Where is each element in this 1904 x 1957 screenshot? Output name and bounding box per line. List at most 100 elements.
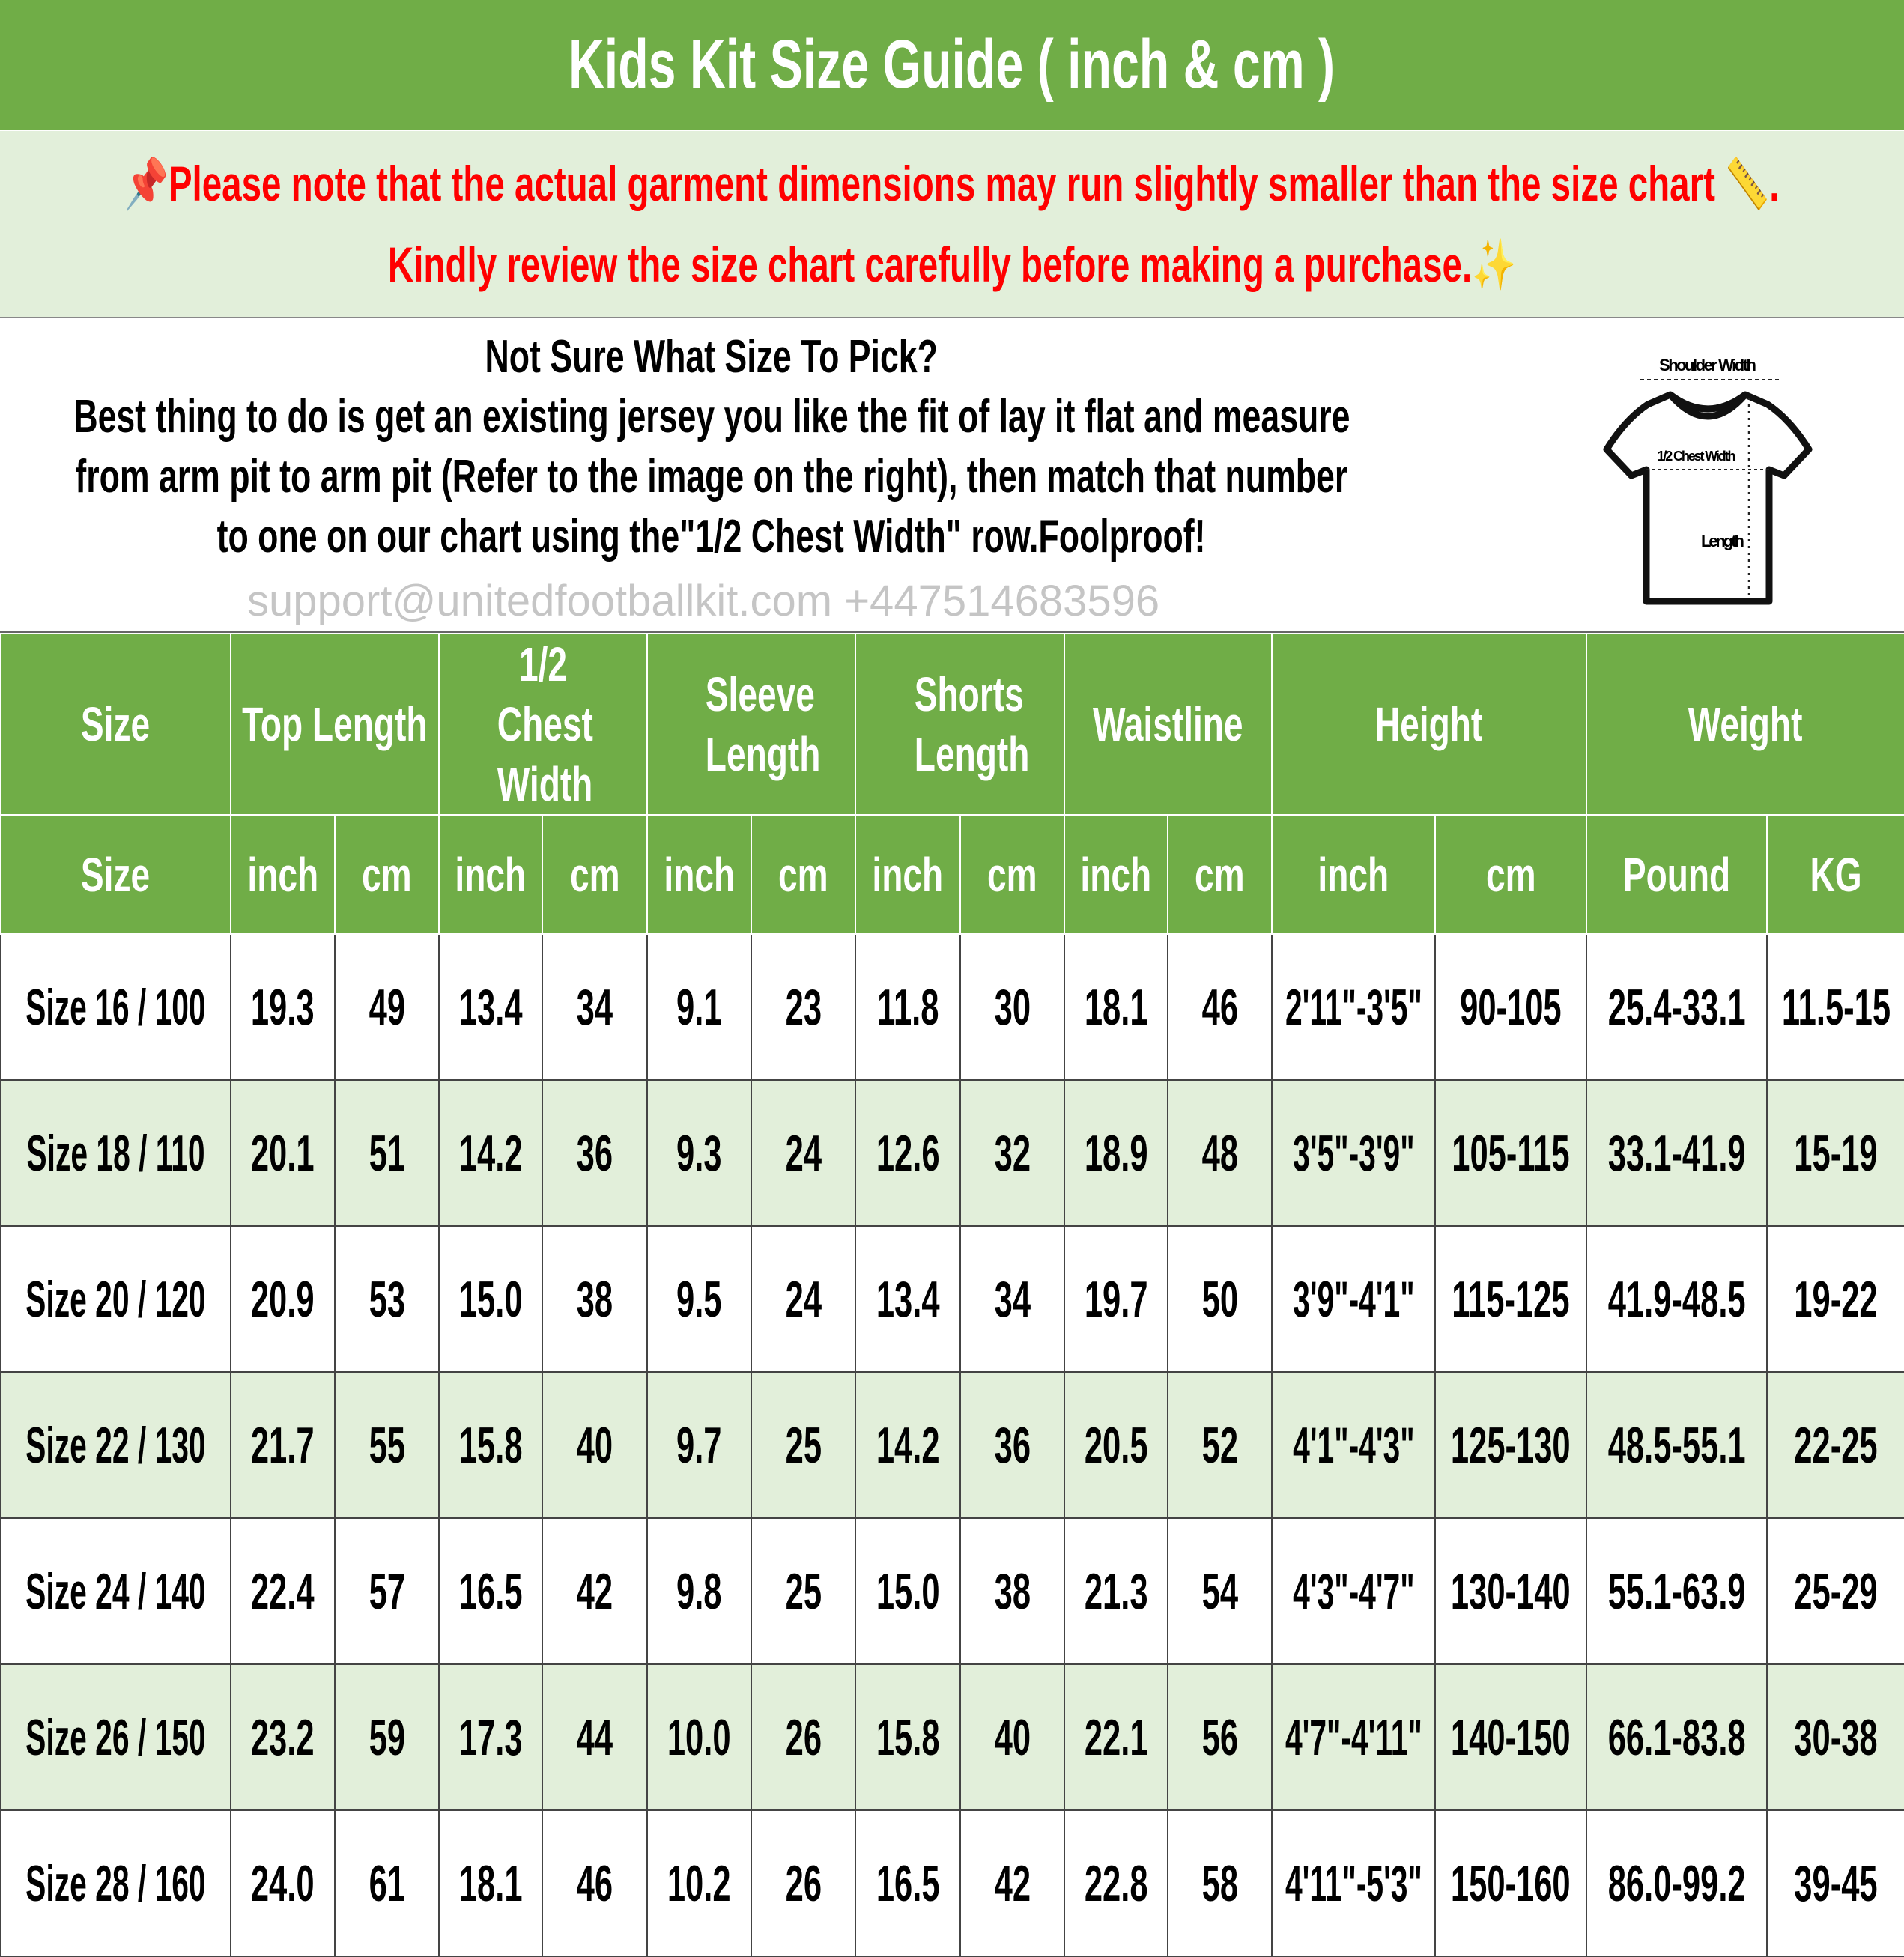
table-cell: 25 xyxy=(751,1517,856,1665)
table-cell: 66.1-83.8 xyxy=(1586,1663,1768,1811)
table-cell: 17.3 xyxy=(438,1663,543,1811)
table-cell: 23 xyxy=(751,933,856,1081)
tshirt-diagram-icon: Shoulder Width 1/2 Chest Width Length xyxy=(1603,356,1813,605)
table-cell: 20.5 xyxy=(1064,1371,1168,1519)
table-cell: 48 xyxy=(1167,1079,1273,1227)
table-cell: 57 xyxy=(334,1517,440,1665)
table-cell: 24 xyxy=(751,1079,856,1227)
table-cell: 26 xyxy=(751,1663,856,1811)
table-cell: 19-22 xyxy=(1766,1225,1904,1373)
table-cell: 56 xyxy=(1167,1663,1273,1811)
unit-header: inch xyxy=(855,814,961,935)
table-cell: 52 xyxy=(1167,1371,1273,1519)
unit-header: Size xyxy=(0,814,231,935)
table-cell: 16.5 xyxy=(438,1517,543,1665)
table-cell: 12.6 xyxy=(855,1079,961,1227)
table-cell: 25-29 xyxy=(1766,1517,1904,1665)
table-cell: Size 18 / 110 xyxy=(0,1079,231,1227)
table-cell: 30-38 xyxy=(1766,1663,1904,1811)
table-cell: 44 xyxy=(542,1663,648,1811)
table-cell: 15.0 xyxy=(855,1517,961,1665)
table-cell: 20.1 xyxy=(230,1079,336,1227)
table-cell: Size 24 / 140 xyxy=(0,1517,231,1665)
unit-header: cm xyxy=(751,814,856,935)
table-cell: 54 xyxy=(1167,1517,1273,1665)
table-cell: 13.4 xyxy=(438,933,543,1081)
table-cell: 3'5"-3'9" xyxy=(1271,1079,1436,1227)
table-cell: 9.1 xyxy=(646,933,752,1081)
chest-label: 1/2 Chest Width xyxy=(1658,449,1736,464)
table-cell: 46 xyxy=(542,1809,648,1957)
guide-text: Best thing to do is get an existing jers… xyxy=(73,391,1350,443)
notice-line: 📌Please note that the actual garment dim… xyxy=(124,156,1780,211)
table-cell: 21.7 xyxy=(230,1371,336,1519)
table-cell: 49 xyxy=(334,933,440,1081)
table-cell: 40 xyxy=(542,1371,648,1519)
table-cell: 20.9 xyxy=(230,1225,336,1373)
table-cell: 50 xyxy=(1167,1225,1273,1373)
table-cell: 34 xyxy=(959,1225,1065,1373)
table-cell: 25.4-33.1 xyxy=(1586,933,1768,1081)
table-row: Size 20 / 120 20.9 53 15.0 38 9.5 24 13.4 34 19.7… xyxy=(0,1225,1904,1373)
table-cell: 125-130 xyxy=(1434,1371,1587,1519)
table-cell: 19.3 xyxy=(230,933,336,1081)
table-row: Size 16 / 100 19.3 49 13.4 34 9.1 23 11.8 30 18.1… xyxy=(0,933,1904,1081)
table-cell: 46 xyxy=(1167,933,1273,1081)
table-cell: 15.8 xyxy=(855,1663,961,1811)
table-cell: 130-140 xyxy=(1434,1517,1587,1665)
table-cell: 36 xyxy=(542,1079,648,1227)
column-group-header: Waistline xyxy=(1064,633,1273,816)
table-cell: 14.2 xyxy=(855,1371,961,1519)
table-cell: 53 xyxy=(334,1225,440,1373)
unit-header: Pound xyxy=(1586,814,1768,935)
table-cell: 15-19 xyxy=(1766,1079,1904,1227)
table-cell: 39-45 xyxy=(1766,1809,1904,1957)
table-cell: Size 20 / 120 xyxy=(0,1225,231,1373)
table-cell: 51 xyxy=(334,1079,440,1227)
table-cell: 140-150 xyxy=(1434,1663,1587,1811)
table-cell: 13.4 xyxy=(855,1225,961,1373)
table-cell: 4'1"-4'3" xyxy=(1271,1371,1436,1519)
unit-header: cm xyxy=(334,814,440,935)
table-cell: Size 26 / 150 xyxy=(0,1663,231,1811)
table-row: Size 26 / 150 23.2 59 17.3 44 10.0 26 15.8 40 22.… xyxy=(0,1663,1904,1811)
table-cell: 22.8 xyxy=(1064,1809,1168,1957)
table-cell: 19.7 xyxy=(1064,1225,1168,1373)
unit-header: inch xyxy=(230,814,336,935)
table-cell: 90-105 xyxy=(1434,933,1587,1081)
unit-header: inch xyxy=(438,814,543,935)
table-cell: 22.4 xyxy=(230,1517,336,1665)
table-cell: 55 xyxy=(334,1371,440,1519)
table-cell: 11.5-15 xyxy=(1766,933,1904,1081)
table-cell: 3'9"-4'1" xyxy=(1271,1225,1436,1373)
column-group-header: 1/2 Chest Width xyxy=(438,633,648,816)
table-cell: 10.2 xyxy=(646,1809,752,1957)
measuring-guide: Not Sure What Size To Pick? Best thing t… xyxy=(0,318,1904,633)
unit-header: KG xyxy=(1766,814,1904,935)
header-group-row: Size Top Length 1/2 Chest Width Sleeve Leng… xyxy=(0,633,1904,816)
table-cell: 4'3"-4'7" xyxy=(1271,1517,1436,1665)
guide-text: from arm pit to arm pit (Refer to the im… xyxy=(75,451,1348,503)
table-cell: 23.2 xyxy=(230,1663,336,1811)
table-cell: 18.9 xyxy=(1064,1079,1168,1227)
table-cell: 36 xyxy=(959,1371,1065,1519)
unit-header: inch xyxy=(1271,814,1436,935)
length-label: Length xyxy=(1701,532,1744,550)
table-cell: 4'11"-5'3" xyxy=(1271,1809,1436,1957)
table-cell: 4'7"-4'11" xyxy=(1271,1663,1436,1811)
table-cell: 22.1 xyxy=(1064,1663,1168,1811)
notice: 📌Please note that the actual garment dim… xyxy=(0,131,1904,318)
table-cell: 18.1 xyxy=(438,1809,543,1957)
table-cell: 2'11"-3'5" xyxy=(1271,933,1436,1081)
guide-text: to one on our chart using the"1/2 Chest … xyxy=(217,511,1206,562)
table-cell: 22-25 xyxy=(1766,1371,1904,1519)
header-unit-row: Size inch cm inch cm inch cm inch cm inch cm inch cm… xyxy=(0,814,1904,935)
table-cell: 32 xyxy=(959,1079,1065,1227)
table-cell: 115-125 xyxy=(1434,1225,1587,1373)
table-cell: 59 xyxy=(334,1663,440,1811)
table-cell: Size 16 / 100 xyxy=(0,933,231,1081)
table-cell: 15.8 xyxy=(438,1371,543,1519)
column-group-header: Top Length xyxy=(230,633,440,816)
unit-header: cm xyxy=(959,814,1065,935)
unit-header: cm xyxy=(542,814,648,935)
